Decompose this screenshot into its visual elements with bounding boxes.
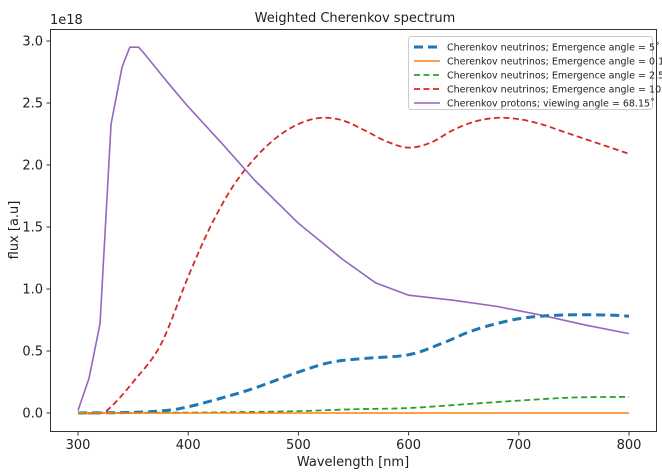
series-line-0 — [77, 313, 630, 415]
y-tick-label: 1.5 — [22, 221, 43, 236]
y-tick-label: 2.0 — [22, 159, 43, 174]
y-tick-label: 3.0 — [22, 35, 43, 50]
legend-frame — [408, 36, 653, 110]
y-tick-label: 0.0 — [22, 407, 43, 422]
y-axis-label: flux [a.u] — [7, 201, 22, 260]
series-line-2 — [77, 395, 630, 414]
series-line-3 — [77, 116, 630, 415]
x-tick-label: 400 — [176, 438, 201, 453]
x-tick-label: 500 — [286, 438, 311, 453]
legend: Cherenkov neutrinos; Emergence angle = 5… — [408, 36, 662, 110]
legend-label: Cherenkov neutrinos; Emergence angle = 5… — [447, 43, 660, 54]
legend-label: Cherenkov neutrinos; Emergence angle = 0… — [447, 57, 662, 68]
y-tick-label: 1.0 — [22, 283, 43, 298]
series-line-4 — [77, 46, 630, 411]
x-tick-label: 600 — [396, 438, 421, 453]
x-tick-label: 700 — [506, 438, 531, 453]
x-axis-label: Wavelength [nm] — [297, 455, 409, 470]
chart-title: Weighted Cherenkov spectrum — [255, 11, 456, 26]
y-tick-label: 0.5 — [22, 345, 43, 360]
legend-label: Cherenkov neutrinos; Emergence angle = 2… — [447, 71, 662, 82]
y-offset-text: 1e18 — [50, 13, 83, 28]
y-tick-label: 2.5 — [22, 97, 43, 112]
x-axis: 300 400 500 600 700 800 — [66, 431, 642, 453]
y-axis: 0.0 0.5 1.0 1.5 2.0 2.5 3.0 — [22, 35, 51, 422]
plot-frame — [50, 29, 657, 432]
x-tick-label: 800 — [617, 438, 642, 453]
legend-label: Cherenkov neutrinos; Emergence angle = 1… — [447, 85, 662, 96]
legend-label: Cherenkov protons; viewing angle = 68.15… — [447, 99, 655, 110]
plot-series-group — [77, 46, 630, 415]
x-tick-label: 300 — [66, 438, 91, 453]
